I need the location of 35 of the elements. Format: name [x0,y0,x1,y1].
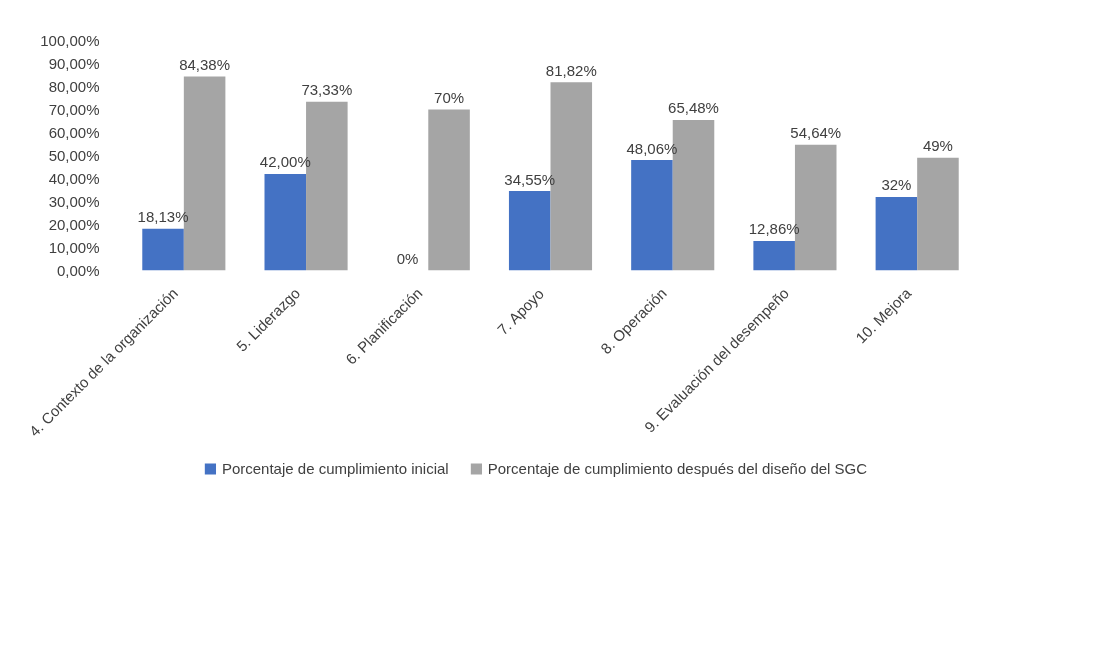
data-label: 34,55% [504,170,556,188]
y-tick-label: 0,00% [56,262,100,279]
data-label: 54,64% [790,124,842,142]
y-tick-label: 100,00% [40,32,100,49]
data-label: 70% [434,89,465,107]
data-label: 84,38% [179,55,231,73]
bar [631,159,673,271]
y-tick-label: 60,00% [48,124,100,141]
data-label: 0% [396,250,419,268]
data-label: 73,33% [301,81,353,99]
y-tick-label: 70,00% [48,101,100,118]
data-label: 18,13% [137,208,189,226]
bar [917,157,959,271]
data-label: 48,06% [626,139,678,157]
data-label: 32% [881,176,912,194]
data-label: 42,00% [259,153,311,171]
y-tick-label: 40,00% [48,170,100,187]
y-tick-label: 80,00% [48,78,100,95]
y-tick-label: 20,00% [48,216,100,233]
bar [142,228,184,271]
data-label: 49% [922,137,953,155]
bar [428,109,470,271]
data-label: 65,48% [668,99,719,117]
y-tick-label: 10,00% [48,239,100,256]
bar [753,240,795,271]
legend-label: Porcentaje de cumplimiento inicial [221,459,449,477]
data-label: 12,86% [748,220,800,238]
bar [875,196,918,271]
y-tick-label: 30,00% [48,193,100,210]
y-tick-label: 90,00% [48,55,100,72]
bar [508,191,551,271]
bar [264,173,307,271]
legend-label: Porcentaje de cumplimiento después del diseño del SGC [487,459,868,477]
y-tick-label: 50,00% [48,147,100,164]
data-label: 81,82% [545,61,597,79]
